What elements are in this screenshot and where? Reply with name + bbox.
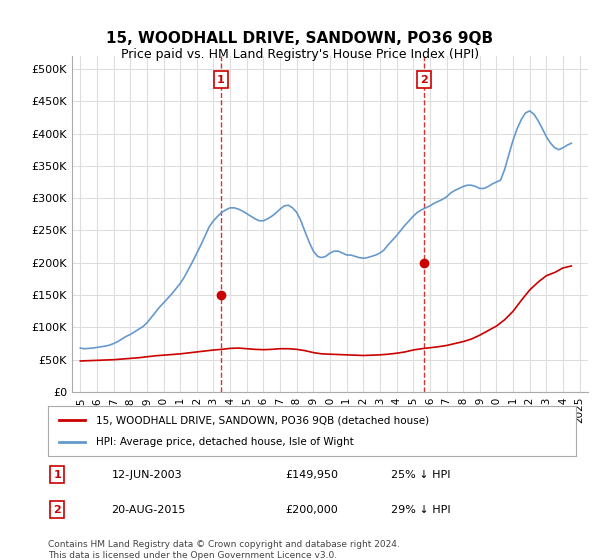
Text: 12-JUN-2003: 12-JUN-2003: [112, 470, 182, 479]
Text: HPI: Average price, detached house, Isle of Wight: HPI: Average price, detached house, Isle…: [95, 437, 353, 447]
Text: 2: 2: [420, 74, 428, 85]
Text: £200,000: £200,000: [286, 505, 338, 515]
Text: Price paid vs. HM Land Registry's House Price Index (HPI): Price paid vs. HM Land Registry's House …: [121, 48, 479, 60]
Text: 2: 2: [53, 505, 61, 515]
Text: 25% ↓ HPI: 25% ↓ HPI: [391, 470, 451, 479]
Text: 1: 1: [53, 470, 61, 479]
Text: Contains HM Land Registry data © Crown copyright and database right 2024.
This d: Contains HM Land Registry data © Crown c…: [48, 540, 400, 560]
Text: 15, WOODHALL DRIVE, SANDOWN, PO36 9QB (detached house): 15, WOODHALL DRIVE, SANDOWN, PO36 9QB (d…: [95, 415, 428, 425]
Text: 29% ↓ HPI: 29% ↓ HPI: [391, 505, 451, 515]
Text: 20-AUG-2015: 20-AUG-2015: [112, 505, 186, 515]
Text: 15, WOODHALL DRIVE, SANDOWN, PO36 9QB: 15, WOODHALL DRIVE, SANDOWN, PO36 9QB: [106, 31, 494, 46]
Text: £149,950: £149,950: [286, 470, 338, 479]
Text: 1: 1: [217, 74, 224, 85]
